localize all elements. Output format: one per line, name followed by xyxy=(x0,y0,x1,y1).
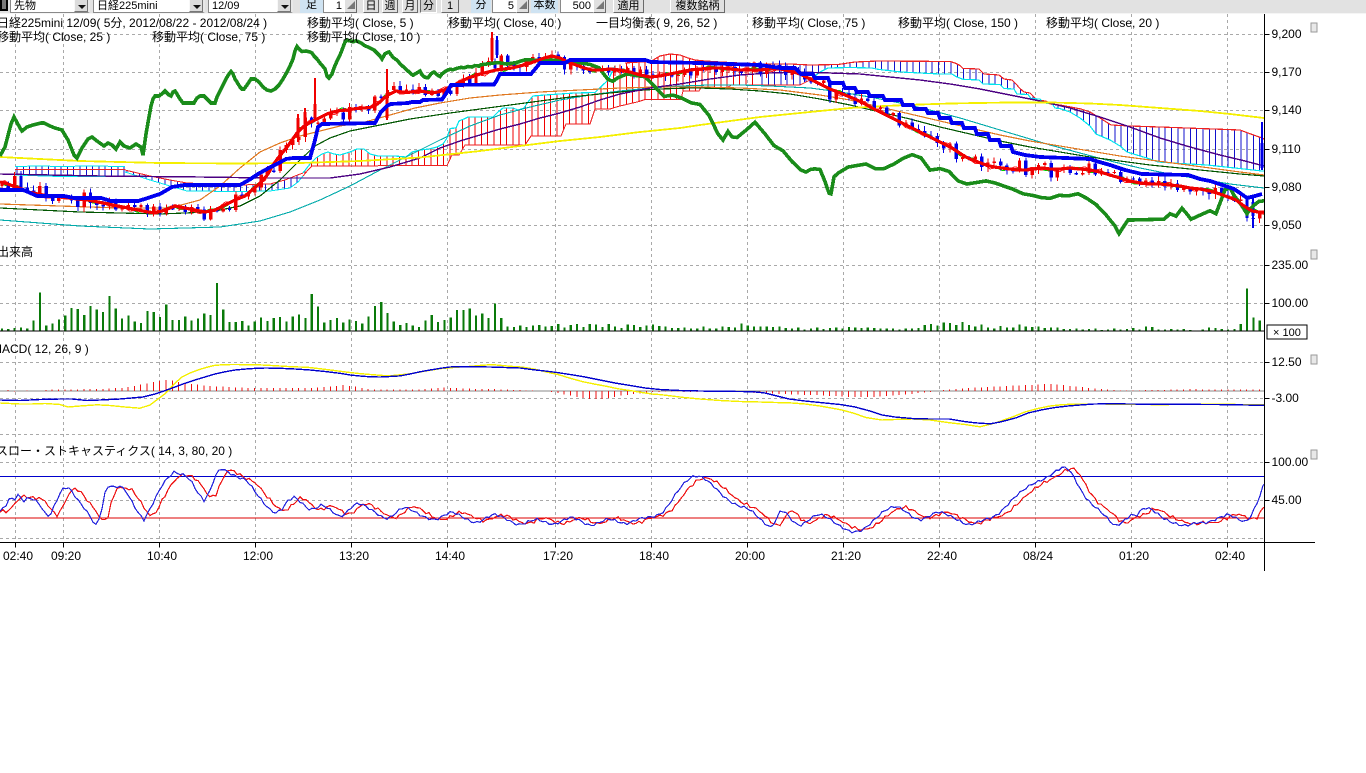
svg-text:× 100: × 100 xyxy=(1273,327,1301,339)
svg-text:20:00: 20:00 xyxy=(735,549,765,563)
svg-text:出来高: 出来高 xyxy=(0,244,33,259)
svg-text:移動平均( Close, 20 ): 移動平均( Close, 20 ) xyxy=(1046,16,1159,30)
svg-text:9,080: 9,080 xyxy=(1272,180,1302,194)
svg-text:日経225mini 12/09( 5分, 2012/08/2: 日経225mini 12/09( 5分, 2012/08/22 - 2012/0… xyxy=(0,16,267,30)
svg-text:45.00: 45.00 xyxy=(1272,493,1302,507)
svg-text:12.50: 12.50 xyxy=(1272,355,1302,369)
svg-text:9,170: 9,170 xyxy=(1272,65,1302,79)
svg-text:9,200: 9,200 xyxy=(1272,27,1302,41)
svg-text:14:40: 14:40 xyxy=(435,549,465,563)
svg-text:13:20: 13:20 xyxy=(339,549,369,563)
svg-text:01:20: 01:20 xyxy=(1119,549,1149,563)
svg-text:移動平均( Close, 5 ): 移動平均( Close, 5 ) xyxy=(307,16,414,30)
svg-text:9,050: 9,050 xyxy=(1272,218,1302,232)
svg-text:移動平均( Close, 40 ): 移動平均( Close, 40 ) xyxy=(448,16,561,30)
svg-text:9,140: 9,140 xyxy=(1272,103,1302,117)
svg-text:100.00: 100.00 xyxy=(1272,455,1309,469)
svg-text:移動平均( Close, 10 ): 移動平均( Close, 10 ) xyxy=(307,30,420,44)
svg-text:22:40: 22:40 xyxy=(927,549,957,563)
svg-text:02:40: 02:40 xyxy=(3,549,33,563)
svg-text:移動平均( Close, 150 ): 移動平均( Close, 150 ) xyxy=(898,16,1018,30)
svg-text:100.00: 100.00 xyxy=(1272,296,1309,310)
svg-text:17:20: 17:20 xyxy=(543,549,573,563)
svg-text:18:40: 18:40 xyxy=(639,549,669,563)
svg-text:21:20: 21:20 xyxy=(831,549,861,563)
svg-text:08/24: 08/24 xyxy=(1023,549,1053,563)
svg-text:9,110: 9,110 xyxy=(1272,142,1301,156)
svg-text:移動平均( Close, 75 ): 移動平均( Close, 75 ) xyxy=(752,16,865,30)
svg-text:スロー・ストキャスティクス( 14, 3, 80, 20 ): スロー・ストキャスティクス( 14, 3, 80, 20 ) xyxy=(0,444,232,458)
svg-text:MACD( 12, 26, 9 ): MACD( 12, 26, 9 ) xyxy=(0,342,89,356)
svg-text:02:40: 02:40 xyxy=(1215,549,1245,563)
svg-text:09:20: 09:20 xyxy=(51,549,81,563)
svg-text:235.00: 235.00 xyxy=(1272,258,1309,272)
svg-text:-3.00: -3.00 xyxy=(1272,391,1300,405)
svg-text:移動平均( Close, 25 ): 移動平均( Close, 25 ) xyxy=(0,30,110,44)
svg-text:10:40: 10:40 xyxy=(147,549,177,563)
svg-text:移動平均( Close, 75 ): 移動平均( Close, 75 ) xyxy=(152,30,265,44)
svg-text:一目均衡表( 9, 26, 52 ): 一目均衡表( 9, 26, 52 ) xyxy=(596,16,717,30)
svg-text:12:00: 12:00 xyxy=(243,549,273,563)
